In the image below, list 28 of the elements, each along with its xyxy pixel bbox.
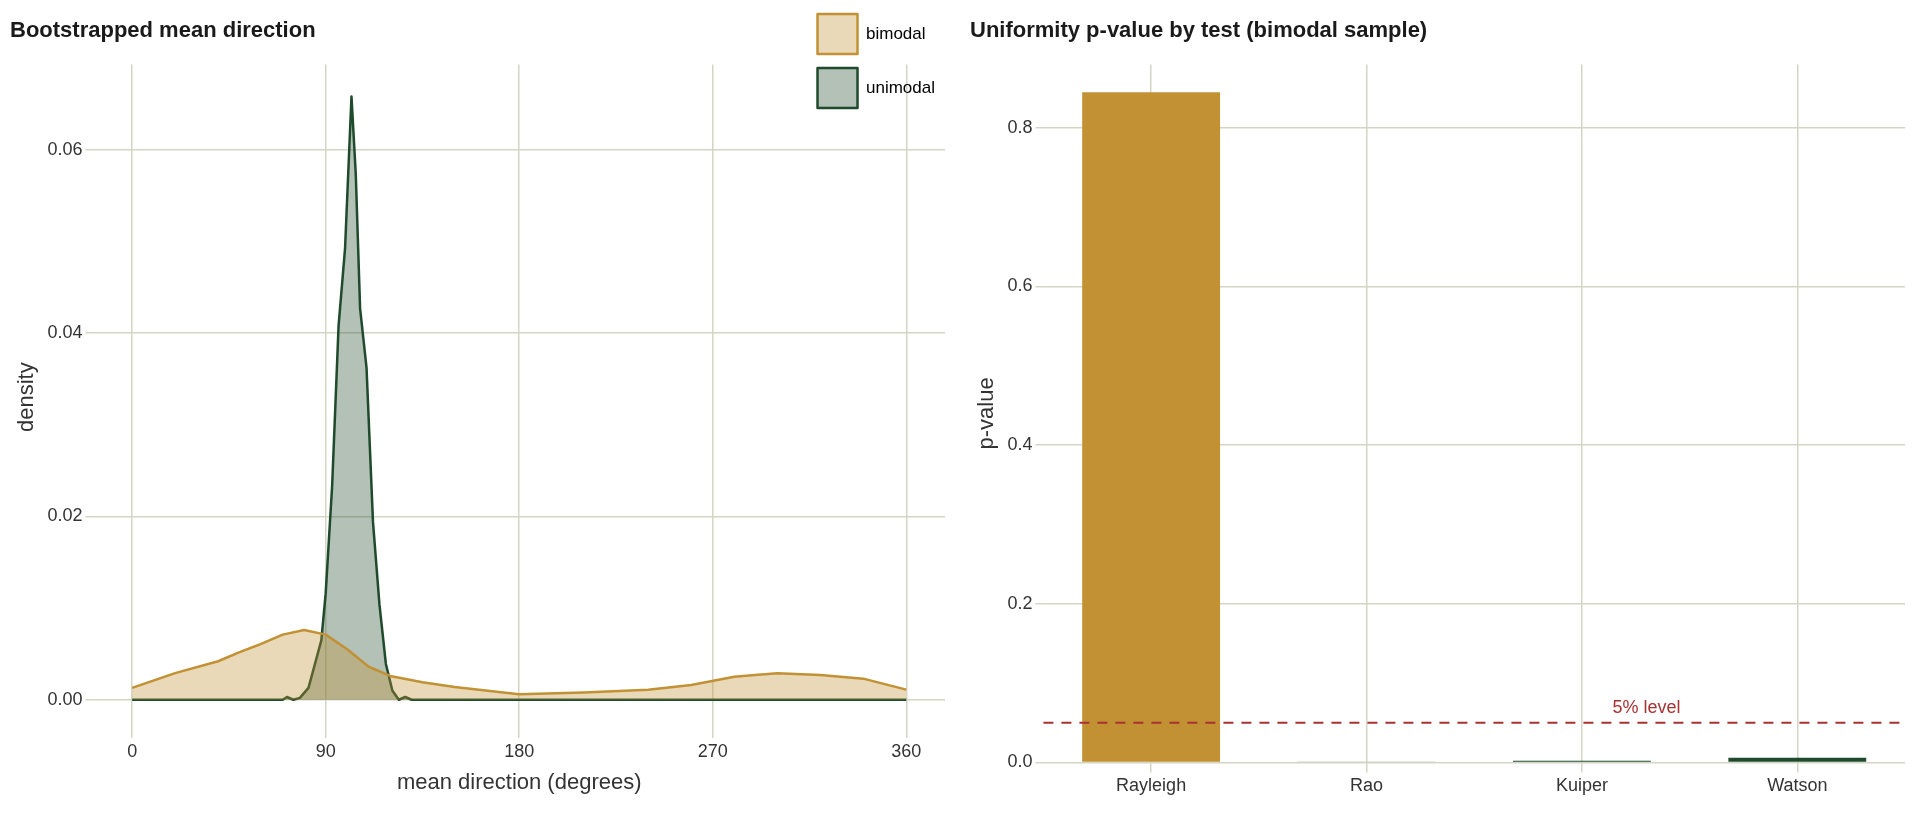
y-tick-label: 0.04 [47,321,83,342]
y-tick-label: 0.2 [1007,592,1033,613]
x-tick-label: 90 [315,740,336,761]
legend-label: unimodal [866,77,936,97]
chart-title: Bootstrapped mean direction [10,17,316,43]
y-tick-label: 0.00 [47,688,83,709]
x-tick-label: Rao [1350,775,1384,796]
y-tick-label: 0.0 [1007,751,1033,772]
y-axis-title: density [13,362,39,433]
bar [1082,92,1221,762]
y-axis-title: p-value [973,377,999,450]
x-tick-label: 0 [127,740,138,761]
y-tick-label: 0.6 [1007,275,1033,296]
x-tick-label: Watson [1767,775,1828,796]
y-tick-label: 0.8 [1007,116,1033,137]
x-tick-label: 180 [504,740,535,761]
y-tick-label: 0.02 [47,505,83,526]
x-tick-label: 360 [891,740,922,761]
x-tick-label: Rayleigh [1116,775,1187,796]
bar [1728,757,1867,762]
legend-label: bimodal [866,23,926,43]
x-tick-label: 270 [697,740,728,761]
x-axis-title: mean direction (degrees) [396,768,642,794]
chart-title: Uniformity p-value by test (bimodal sample) [970,17,1428,43]
y-tick-label: 0.4 [1007,434,1033,455]
ref-line-label: 5% level [1612,696,1681,717]
y-tick-label: 0.06 [47,138,83,159]
x-tick-label: Kuiper [1555,775,1608,796]
